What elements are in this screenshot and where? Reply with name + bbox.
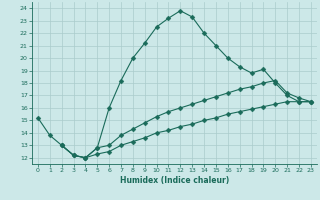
X-axis label: Humidex (Indice chaleur): Humidex (Indice chaleur): [120, 176, 229, 185]
